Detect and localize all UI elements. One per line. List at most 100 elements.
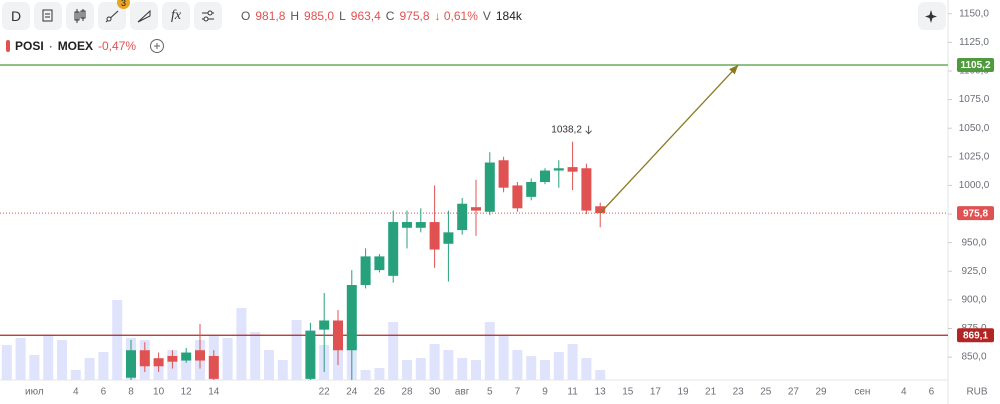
- volume-bar: [402, 360, 412, 380]
- volume-bar: [236, 307, 247, 380]
- key: L: [339, 9, 346, 23]
- volume-bar: [222, 337, 233, 380]
- assistant-button[interactable]: [918, 2, 946, 30]
- value: 963,4: [350, 9, 381, 23]
- volume-bar: [388, 322, 399, 380]
- key: O: [241, 9, 251, 23]
- x-tick-label: 8: [128, 387, 134, 398]
- x-tick-label: 5: [487, 387, 493, 398]
- x-tick-label: 25: [760, 387, 772, 398]
- annotation-arrow: [585, 125, 592, 135]
- volume-bar: [98, 352, 109, 380]
- ruler-button[interactable]: [130, 2, 158, 30]
- x-tick-label: 15: [622, 387, 634, 398]
- x-tick-label: 21: [705, 387, 717, 398]
- volume-bar: [112, 300, 123, 380]
- x-tick-label: июл: [25, 387, 44, 398]
- x-tick-label: 28: [401, 387, 413, 398]
- x-tick-label: 17: [650, 387, 662, 398]
- candle-body: [181, 352, 192, 361]
- y-tick-label: 950,0: [961, 237, 986, 248]
- candle-body: [553, 168, 564, 171]
- candle-body: [471, 207, 481, 211]
- badge: 3: [117, 0, 130, 9]
- volume-bar: [360, 370, 371, 380]
- x-tick-label: 24: [346, 387, 358, 398]
- volume-bar: [84, 357, 95, 380]
- volume-bar: [553, 352, 564, 380]
- add-button[interactable]: [149, 38, 165, 54]
- candle-body: [457, 203, 468, 231]
- candle-body: [540, 170, 550, 182]
- volume-bar: [70, 370, 81, 380]
- volume-bar: [429, 344, 440, 380]
- x-tick-label: 6: [929, 387, 935, 398]
- x-tick-label: 4: [901, 387, 907, 398]
- y-tick-label: 1000,0: [959, 180, 990, 191]
- exchange: MOEX: [57, 39, 94, 53]
- y-tick-label: 925,0: [961, 266, 986, 277]
- separator: ·: [48, 39, 53, 53]
- candle-body: [443, 232, 454, 244]
- symbol-row: POSI · MOEX -0,47%: [6, 38, 165, 54]
- y-tick-label: 1125,0: [959, 37, 989, 48]
- volume-bar: [277, 360, 288, 380]
- x-tick-label: 14: [208, 387, 220, 398]
- candle-body: [567, 167, 578, 172]
- volume-bar: [29, 355, 40, 380]
- drawing-button[interactable]: 3: [98, 0, 130, 30]
- x-tick-label: 22: [319, 387, 331, 398]
- ohlc-header: O 981,8 H 985,0 L 963,4 C 975,8 ↓ 0,61% V 184…: [241, 9, 522, 23]
- volume-bar: [264, 350, 274, 380]
- y-tick-label: 1025,0: [959, 151, 990, 162]
- volume-bar: [498, 335, 509, 380]
- interval-button[interactable]: D: [2, 2, 30, 30]
- candle-body: [195, 350, 205, 361]
- symbol[interactable]: POSI: [15, 39, 44, 53]
- candle-body: [526, 181, 537, 197]
- x-tick-label: сен: [854, 387, 870, 398]
- indicators-button[interactable]: fx: [162, 2, 190, 30]
- marker: [6, 40, 10, 52]
- value: 981,8: [255, 9, 286, 23]
- icon: [925, 10, 937, 23]
- x-tick-label: 12: [181, 387, 193, 398]
- candle-body: [388, 222, 399, 276]
- volume-bar: [57, 340, 67, 380]
- candles-button[interactable]: [66, 2, 94, 30]
- candle-body: [167, 355, 178, 362]
- icon: [137, 9, 151, 23]
- candle-body: [126, 350, 136, 378]
- volume-bar: [415, 357, 426, 380]
- candle-body: [305, 330, 316, 379]
- trend-arrowhead: [729, 65, 739, 75]
- volume-bar: [567, 344, 578, 380]
- volume-bar: [250, 332, 261, 380]
- volume-bar: [291, 320, 302, 380]
- candle-body: [402, 222, 412, 228]
- volume-bar: [374, 367, 385, 380]
- value: 184k: [495, 9, 522, 23]
- volume-bar: [457, 357, 468, 380]
- x-tick-label: 6: [101, 387, 107, 398]
- price-tag: [957, 328, 994, 343]
- chart-type-button[interactable]: [34, 2, 62, 30]
- change: -0,47%: [98, 39, 137, 53]
- volume-bar: [1, 345, 12, 380]
- currency: RUB: [966, 387, 987, 398]
- candle-body: [153, 358, 164, 367]
- icon: [74, 9, 86, 23]
- candle-body: [360, 256, 371, 285]
- volume-bar: [595, 370, 606, 380]
- icon: [42, 9, 53, 22]
- candle-body: [581, 168, 592, 211]
- y-tick-label: 1150,0: [959, 8, 989, 19]
- x-tick-label: 30: [429, 387, 441, 398]
- settings-button[interactable]: [194, 2, 222, 30]
- icon: [202, 10, 214, 22]
- volume-bar: [443, 350, 454, 380]
- volume-bar: [43, 335, 54, 380]
- x-tick-label: 27: [788, 387, 800, 398]
- icon: [105, 10, 119, 23]
